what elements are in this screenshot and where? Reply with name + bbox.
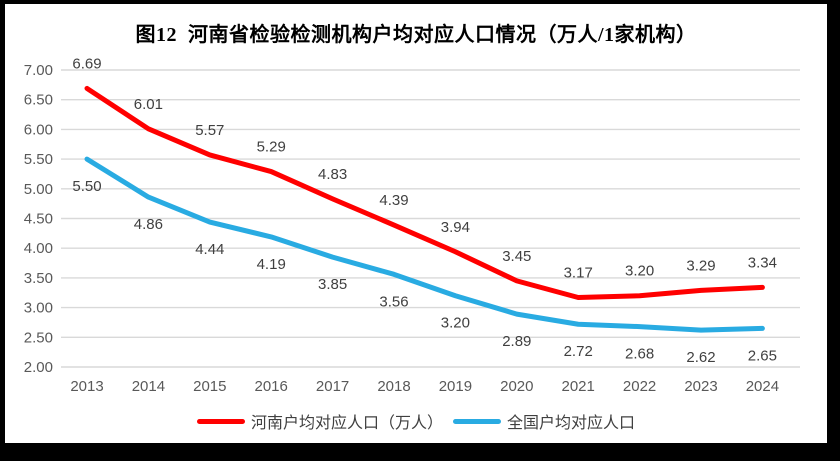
y-axis-tick-label: 7.00: [24, 62, 53, 79]
data-label: 5.57: [195, 122, 224, 139]
legend-item-national: 全国户均对应人口: [453, 409, 635, 433]
y-axis-tick-label: 4.50: [24, 211, 53, 228]
chart-title: 图12 河南省检验检测机构户均对应人口情况（万人/1家机构）: [135, 24, 697, 46]
x-axis-tick-label: 2021: [562, 378, 595, 395]
data-label: 2.89: [502, 333, 531, 350]
data-label: 3.20: [625, 263, 654, 280]
x-axis-tick-label: 2016: [255, 378, 288, 395]
data-label: 6.01: [134, 96, 163, 113]
legend-label-national: 全国户均对应人口: [507, 415, 636, 432]
x-axis-tick-label: 2018: [377, 378, 410, 395]
y-axis-tick-label: 3.00: [24, 300, 53, 317]
data-label: 4.86: [134, 216, 163, 233]
data-label: 4.44: [195, 241, 224, 258]
x-axis-tick-label: 2013: [70, 378, 103, 395]
y-axis-tick-label: 2.00: [24, 359, 53, 376]
data-label: 4.19: [257, 256, 286, 273]
y-axis-tick-label: 5.00: [24, 181, 53, 198]
x-axis-tick-label: 2014: [132, 378, 165, 395]
data-label: 3.34: [748, 254, 777, 271]
series-line-0: [84, 85, 765, 301]
y-axis-tick-label: 2.50: [24, 329, 53, 346]
y-axis-tick-label: 4.00: [24, 240, 53, 257]
series-line-1: [84, 156, 765, 333]
data-label: 3.94: [441, 219, 470, 236]
data-label: 3.20: [441, 315, 470, 332]
y-axis-tick-label: 6.50: [24, 92, 53, 109]
data-label: 4.83: [318, 166, 347, 183]
x-axis-tick-label: 2017: [316, 378, 349, 395]
data-label: 3.17: [564, 265, 593, 282]
data-label: 3.56: [379, 293, 408, 310]
legend-label-henan: 河南户均对应人口（万人）: [250, 415, 443, 432]
data-label: 2.72: [564, 343, 593, 360]
y-axis-tick-label: 6.00: [24, 121, 53, 138]
x-axis-tick-label: 2020: [500, 378, 533, 395]
data-label: 3.85: [318, 276, 347, 293]
data-label: 3.29: [686, 257, 715, 274]
data-label: 4.39: [379, 192, 408, 209]
chart-legend: 河南户均对应人口（万人） 全国户均对应人口: [5, 409, 827, 433]
data-label: 5.29: [257, 139, 286, 156]
x-axis-tick-label: 2024: [746, 378, 779, 395]
chart-page: 图12 河南省检验检测机构户均对应人口情况（万人/1家机构） 7.00 6.50 6…: [5, 4, 827, 443]
data-label: 6.69: [72, 55, 101, 72]
data-label: 5.50: [72, 178, 101, 195]
legend-line-swatch-blue: [453, 418, 501, 424]
data-label: 2.68: [625, 346, 654, 363]
x-axis-tick-label: 2023: [684, 378, 717, 395]
legend-line-swatch-red: [196, 418, 245, 424]
legend-item-henan: 河南户均对应人口（万人）: [196, 409, 443, 433]
x-axis-tick-label: 2015: [193, 378, 226, 395]
data-label: 3.45: [502, 248, 531, 265]
data-label: 2.65: [748, 347, 777, 364]
x-axis-tick-label: 2019: [439, 378, 472, 395]
x-axis-tick-label: 2022: [623, 378, 656, 395]
y-axis-tick-label: 3.50: [24, 270, 53, 287]
line-chart-plot-area: 7.00 6.50 6.00 5.50 5.00 4.50 4.00 3.50 3.00 2.50…: [24, 55, 800, 395]
y-axis-tick-label: 5.50: [24, 151, 53, 168]
data-label: 2.62: [686, 349, 715, 366]
